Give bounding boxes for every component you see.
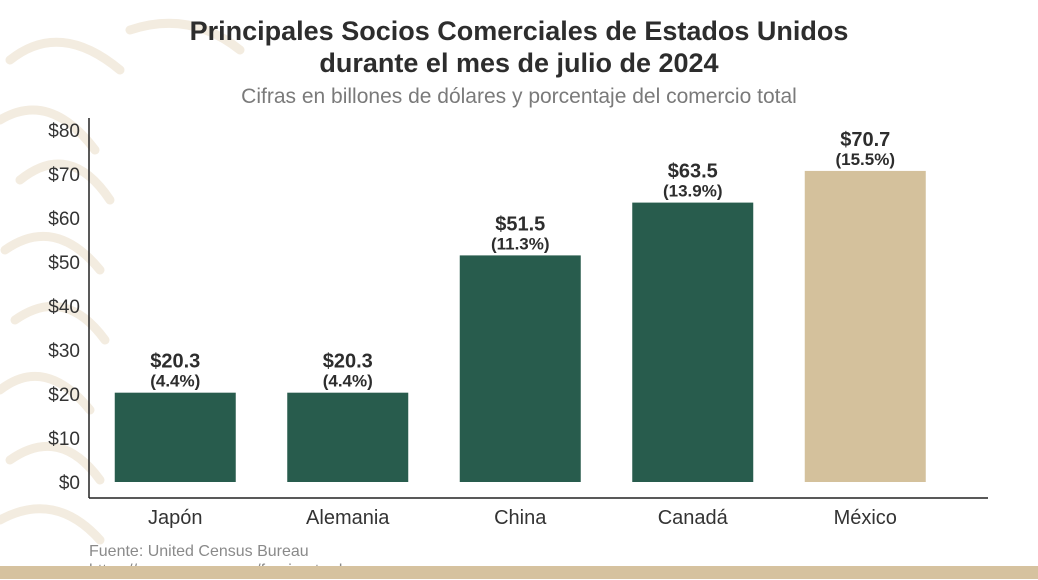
bar: [632, 202, 754, 482]
bar-percent-label: (4.4%): [150, 372, 200, 391]
x-tick-label: Canadá: [658, 507, 729, 529]
y-tick-label: $0: [59, 473, 80, 494]
bar-value-label: $63.5: [668, 161, 718, 183]
y-tick-label: $10: [48, 429, 80, 450]
bar-percent-label: (11.3%): [491, 234, 550, 253]
y-tick-label: $20: [48, 385, 80, 406]
bar: [459, 255, 581, 482]
bar: [287, 392, 409, 482]
bar-value-label: $70.7: [840, 129, 890, 151]
y-tick-label: $80: [48, 121, 80, 142]
bottom-band: [0, 566, 1038, 579]
y-tick-label: $30: [48, 341, 80, 362]
y-tick-label: $60: [48, 209, 80, 230]
x-tick-label: China: [494, 507, 547, 529]
bar-percent-label: (13.9%): [663, 182, 723, 201]
y-tick-label: $50: [48, 253, 80, 274]
y-tick-label: $70: [48, 165, 80, 186]
chart-title-line-2: durante el mes de julio de 2024: [319, 48, 719, 78]
source-note: Fuente: United Census Bureau: [89, 543, 309, 560]
chart-subtitle: Cifras en billones de dólares y porcenta…: [241, 85, 797, 108]
x-tick-label: México: [834, 507, 897, 529]
bar-value-label: $20.3: [323, 351, 373, 373]
bar-value-label: $51.5: [495, 213, 545, 235]
bar: [804, 170, 926, 483]
chart-title-line-1: Principales Socios Comerciales de Estado…: [189, 16, 849, 46]
bar-value-label: $20.3: [150, 351, 200, 373]
x-tick-label: Alemania: [306, 507, 390, 529]
bar-percent-label: (4.4%): [323, 372, 373, 391]
x-tick-label: Japón: [148, 507, 203, 529]
y-tick-label: $40: [48, 297, 80, 318]
bar-percent-label: (15.5%): [835, 150, 895, 169]
bar: [114, 392, 236, 482]
